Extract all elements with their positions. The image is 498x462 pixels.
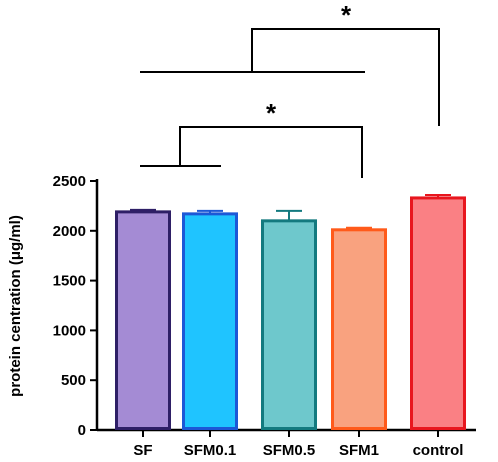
bar-sfm0-5 bbox=[261, 219, 317, 430]
y-tick-label: 1500 bbox=[53, 273, 86, 290]
y-tick-label: 2500 bbox=[53, 173, 86, 190]
bar-sf bbox=[115, 210, 171, 430]
axes: 0 500 1000 1500 2000 2500 bbox=[53, 173, 476, 439]
bar-control bbox=[410, 196, 466, 430]
significance-star: * bbox=[341, 0, 352, 30]
y-tick-label: 0 bbox=[78, 422, 86, 439]
y-axis-title: protein centration (μg/ml) bbox=[7, 215, 24, 397]
y-tick-label: 1000 bbox=[53, 322, 86, 339]
bars bbox=[115, 193, 466, 430]
x-tick-label: SFM1 bbox=[339, 442, 379, 459]
bar-sfm0-1 bbox=[182, 212, 238, 430]
y-tick-label: 2000 bbox=[53, 223, 86, 240]
bracket-lower bbox=[179, 126, 363, 178]
x-tick-labels: SF SFM0.1 SFM0.5 SFM1 control bbox=[133, 442, 463, 459]
x-tick-label: SF bbox=[133, 442, 152, 459]
x-tick-label: SFM0.5 bbox=[263, 442, 316, 459]
y-tick-label: 500 bbox=[61, 372, 86, 389]
bar-sfm1 bbox=[331, 228, 387, 430]
significance-brackets: ** bbox=[140, 0, 440, 178]
x-tick-label: control bbox=[413, 442, 464, 459]
significance-star: * bbox=[266, 98, 277, 128]
x-tick-label: SFM0.1 bbox=[184, 442, 237, 459]
bracket-upper bbox=[251, 28, 440, 126]
